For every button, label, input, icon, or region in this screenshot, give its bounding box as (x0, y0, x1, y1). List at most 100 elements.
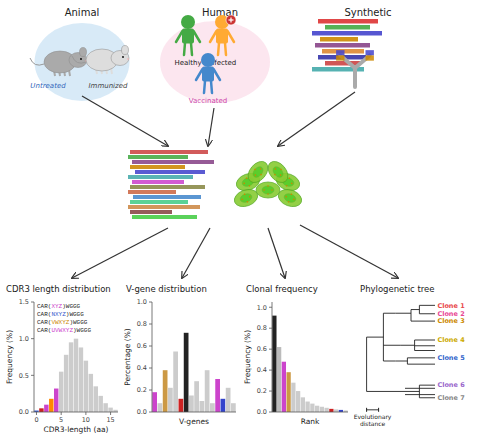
cell (244, 158, 272, 187)
x-tick-label: 10 (82, 416, 90, 424)
annotation-part: VWXYZ (51, 319, 69, 326)
annotation-line: distance (360, 420, 386, 427)
clone-label: Clone 5 (437, 354, 465, 362)
y-tick (31, 338, 34, 339)
torso (182, 29, 194, 44)
y-tick (31, 375, 34, 376)
cell-inner (283, 192, 297, 204)
y-tick-label: 0.4 (137, 364, 147, 372)
clone-label: Clone 1 (437, 302, 465, 310)
leg (211, 81, 212, 93)
read-bar (128, 175, 193, 179)
cell-dot (267, 193, 269, 195)
bar (301, 397, 305, 412)
bar (89, 374, 93, 412)
branch (407, 357, 435, 358)
bar-chart: V-gene distribution0.00.20.40.60.81.0V-g… (123, 284, 236, 426)
chart-title: Phylogenetic tree (360, 284, 435, 294)
branch (383, 345, 400, 346)
bar-chart: CDR3 length distribution0.00.51.01.50510… (5, 284, 118, 434)
bar-chart: Clonal frequency0.00.20.40.60.81.0RankFr… (243, 284, 348, 426)
branch (415, 345, 435, 346)
arm (210, 31, 217, 42)
branch (367, 391, 405, 392)
bar (272, 316, 276, 412)
branch (395, 361, 407, 362)
cell-dot (291, 182, 293, 184)
y-tick (31, 302, 34, 303)
bars (152, 333, 235, 412)
fab-block (366, 55, 374, 60)
y-tick-label: 1.0 (257, 304, 267, 312)
cell-dot (246, 201, 248, 203)
middle-group (128, 150, 304, 219)
branch (419, 313, 435, 314)
fab-block (336, 55, 344, 60)
read-bar (132, 215, 197, 219)
x-tick (36, 412, 37, 415)
branch (405, 391, 419, 392)
read-bar (132, 160, 214, 164)
arrow (182, 228, 210, 278)
cell-dot (254, 174, 256, 176)
bar (210, 403, 215, 412)
bar (189, 396, 194, 413)
arrow (268, 228, 285, 278)
branch (383, 313, 395, 314)
y-tick-label: 0.6 (257, 345, 267, 353)
cell-dot (279, 174, 281, 176)
eye (80, 58, 82, 60)
bar (286, 372, 290, 412)
bar (320, 407, 324, 412)
cell-dot (267, 185, 269, 187)
x-tick (85, 412, 86, 415)
cell-dot (274, 168, 276, 170)
clone-label: Clone 7 (437, 394, 464, 402)
annotation: Untreated (30, 82, 66, 90)
tail (30, 58, 44, 65)
torso (202, 67, 214, 82)
x-axis-label: CDR3-length (aa) (43, 425, 108, 434)
bar (163, 370, 168, 412)
badge (226, 15, 236, 25)
y-tick-label: 0.4 (257, 366, 267, 374)
bar (215, 379, 220, 412)
y-tick (149, 412, 152, 413)
read-bar (128, 205, 200, 209)
cell-inner (251, 165, 265, 179)
sequence-bar (320, 37, 358, 42)
bar (69, 342, 73, 412)
cell (264, 158, 292, 187)
cell (276, 186, 304, 209)
read-bar (130, 185, 205, 189)
y-tick (269, 307, 272, 308)
bar (168, 388, 173, 412)
chart-title: CDR3 length distribution (6, 284, 111, 294)
arrow (72, 228, 168, 278)
bar (54, 389, 58, 412)
annotation: CAR(XYZ)WGGG (37, 303, 81, 310)
read-bar (133, 195, 201, 199)
branch (400, 345, 414, 346)
eye (122, 56, 124, 58)
bar (173, 352, 178, 413)
bar (184, 333, 189, 412)
cell-dot (246, 177, 248, 179)
annotation-part: NXYZ (51, 311, 66, 318)
y-tick (269, 412, 272, 413)
leg (184, 43, 185, 55)
bar (59, 372, 63, 412)
scale-bar-end (366, 408, 367, 412)
bar (74, 339, 78, 412)
bar (98, 396, 102, 412)
cell-outer (276, 186, 304, 209)
branch (419, 305, 435, 306)
annotation-part: )WGGG (69, 319, 87, 326)
cell-dot (259, 168, 261, 170)
cell-outer (232, 186, 260, 209)
arrow (300, 225, 398, 278)
leg (204, 81, 205, 93)
sequence-bar (312, 31, 382, 36)
read-bar (130, 200, 188, 204)
branch (411, 309, 419, 310)
